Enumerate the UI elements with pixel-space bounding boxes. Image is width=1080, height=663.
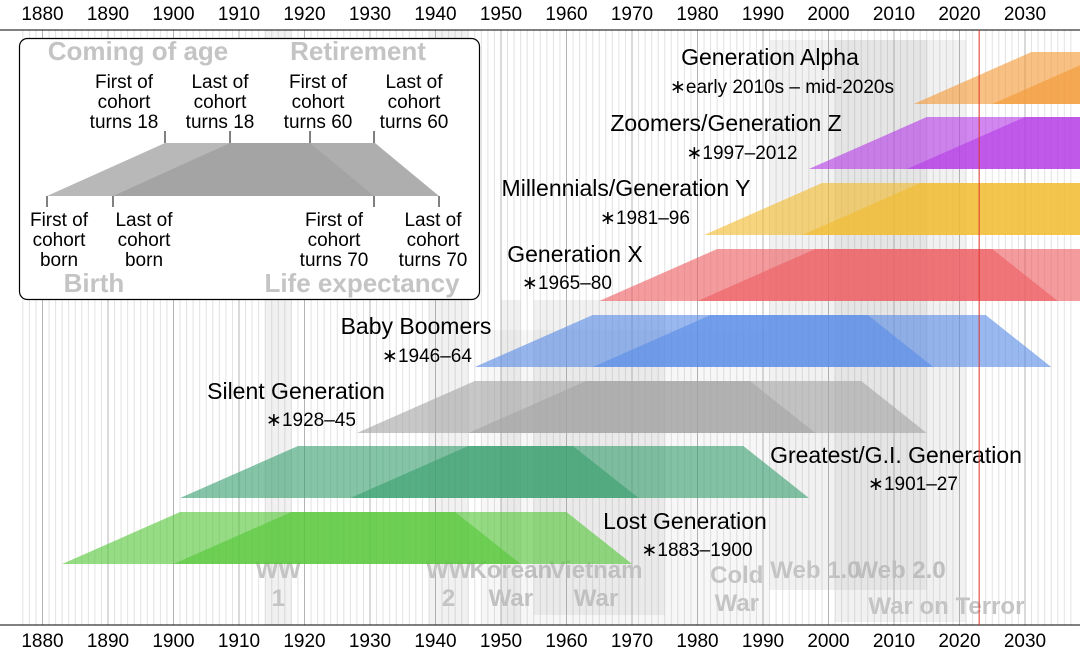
legend-label-first-70: cohort bbox=[308, 230, 362, 251]
legend-label-last-born: cohort bbox=[118, 230, 172, 251]
legend-retirement: Retirement bbox=[290, 36, 426, 66]
bottom-tick-label-2000: 2000 bbox=[807, 631, 849, 652]
bottom-tick-label-2020: 2020 bbox=[938, 631, 980, 652]
legend-label-first-70: turns 70 bbox=[300, 250, 369, 271]
top-tick-label-1940: 1940 bbox=[414, 4, 456, 25]
generation-name-silent-generation: Silent Generation bbox=[207, 378, 385, 404]
generation-name-zoomers-generation-z: Zoomers/Generation Z bbox=[610, 110, 841, 136]
generation-years-silent-generation: ∗1928–45 bbox=[266, 410, 356, 431]
generation-name-greatest-g-i-generation: Greatest/G.I. Generation bbox=[770, 442, 1022, 468]
generation-bands bbox=[62, 52, 1080, 564]
generation-years-baby-boomers: ∗1946–64 bbox=[382, 346, 472, 367]
bottom-tick-label-1900: 1900 bbox=[152, 631, 194, 652]
top-tick-label-1960: 1960 bbox=[545, 4, 587, 25]
generation-name-generation-alpha: Generation Alpha bbox=[681, 44, 859, 70]
legend-label-first-18: turns 18 bbox=[90, 112, 159, 133]
band-generation-alpha-last-cohort bbox=[992, 52, 1080, 104]
legend-label-first-18: cohort bbox=[98, 92, 152, 113]
top-tick-label-2030: 2030 bbox=[1004, 4, 1046, 25]
bottom-tick-label-2030: 2030 bbox=[1004, 631, 1046, 652]
year-axes: 1880 1880 1890 1890 1900 1900 1910 1910 1920 1920… bbox=[0, 4, 1080, 652]
generation-name-baby-boomers: Baby Boomers bbox=[341, 313, 492, 339]
top-tick-label-2010: 2010 bbox=[873, 4, 915, 25]
top-tick-label-1880: 1880 bbox=[21, 4, 63, 25]
event-label-ww-2: 2 bbox=[442, 585, 455, 612]
event-label-web-1-0: Web 1.0 bbox=[770, 557, 860, 584]
bottom-tick-label-1950: 1950 bbox=[480, 631, 522, 652]
band-silent-generation-last-cohort bbox=[468, 381, 927, 433]
legend-label-last-60: cohort bbox=[388, 92, 442, 113]
event-label-cold-war: War bbox=[715, 590, 759, 617]
top-tick-label-1990: 1990 bbox=[742, 4, 784, 25]
legend-label-first-70: First of bbox=[305, 210, 364, 231]
legend-label-first-born: born bbox=[40, 250, 78, 271]
band-lost-generation-last-cohort bbox=[173, 512, 632, 564]
top-tick-label-1950: 1950 bbox=[480, 4, 522, 25]
legend-label-first-18: First of bbox=[95, 72, 154, 93]
bottom-tick-label-1940: 1940 bbox=[414, 631, 456, 652]
bottom-tick-label-1960: 1960 bbox=[545, 631, 587, 652]
bottom-tick-label-1930: 1930 bbox=[349, 631, 391, 652]
event-label-web-2-0: Web 2.0 bbox=[855, 557, 945, 584]
legend-label-last-60: Last of bbox=[385, 72, 443, 93]
legend-label-last-18: cohort bbox=[194, 92, 248, 113]
top-tick-label-1930: 1930 bbox=[349, 4, 391, 25]
legend-label-first-60: cohort bbox=[292, 92, 346, 113]
legend-label-last-born: Last of bbox=[115, 210, 173, 231]
top-tick-label-2000: 2000 bbox=[807, 4, 849, 25]
legend-label-last-70: Last of bbox=[404, 210, 462, 231]
generation-years-generation-x: ∗1965–80 bbox=[522, 273, 612, 294]
band-generation-x-last-cohort bbox=[697, 249, 1080, 301]
top-tick-label-1900: 1900 bbox=[152, 4, 194, 25]
top-tick-label-1970: 1970 bbox=[611, 4, 653, 25]
generation-name-lost-generation: Lost Generation bbox=[603, 508, 767, 534]
bottom-tick-label-1990: 1990 bbox=[742, 631, 784, 652]
legend-label-last-18: turns 18 bbox=[186, 112, 255, 133]
band-zoomers-generation-z-last-cohort bbox=[907, 117, 1080, 169]
top-tick-label-1980: 1980 bbox=[676, 4, 718, 25]
bottom-tick-label-1980: 1980 bbox=[676, 631, 718, 652]
generation-years-zoomers-generation-z: ∗1997–2012 bbox=[686, 143, 797, 164]
top-tick-label-1890: 1890 bbox=[87, 4, 129, 25]
band-baby-boomers-last-cohort bbox=[592, 315, 1052, 367]
legend-label-last-70: turns 70 bbox=[399, 250, 468, 271]
bottom-tick-label-1970: 1970 bbox=[611, 631, 653, 652]
legend-shape-last-cohort bbox=[113, 143, 439, 196]
event-label-vietnam-war: War bbox=[574, 585, 618, 612]
legend-label-last-60: turns 60 bbox=[380, 112, 449, 133]
legend-life-expectancy: Life expectancy bbox=[264, 268, 460, 298]
event-label-ww-1: 1 bbox=[272, 585, 285, 612]
legend-label-last-70: cohort bbox=[407, 230, 461, 251]
event-label-war-on-terror: War on Terror bbox=[868, 593, 1024, 620]
event-label-cold-war: Cold bbox=[710, 562, 763, 589]
bottom-tick-label-2010: 2010 bbox=[873, 631, 915, 652]
generation-years-millennials-generation-y: ∗1981–96 bbox=[600, 208, 690, 229]
legend-birth: Birth bbox=[64, 268, 125, 298]
event-label-korean-war: War bbox=[489, 585, 533, 612]
band-millennials-generation-y-last-cohort bbox=[802, 183, 1080, 235]
bottom-tick-label-1880: 1880 bbox=[21, 631, 63, 652]
generation-years-greatest-g-i-generation: ∗1901–27 bbox=[868, 474, 958, 495]
generation-name-millennials-generation-y: Millennials/Generation Y bbox=[502, 175, 751, 201]
legend-label-first-born: First of bbox=[30, 210, 89, 231]
top-tick-label-1920: 1920 bbox=[283, 4, 325, 25]
generation-labels: Lost Generation ∗1883–1900 Greatest/G.I. G… bbox=[207, 44, 1022, 561]
bottom-tick-label-1910: 1910 bbox=[218, 631, 260, 652]
band-greatest-g-i-generation-last-cohort bbox=[350, 446, 809, 498]
legend-label-first-60: First of bbox=[289, 72, 348, 93]
legend-label-first-born: cohort bbox=[33, 230, 87, 251]
generation-years-lost-generation: ∗1883–1900 bbox=[641, 540, 752, 561]
legend-box: Coming of age Retirement Birth Life expecta… bbox=[18, 36, 481, 301]
bottom-tick-label-1920: 1920 bbox=[283, 631, 325, 652]
top-tick-label-1910: 1910 bbox=[218, 4, 260, 25]
generation-years-generation-alpha: ∗early 2010s – mid-2020s bbox=[670, 77, 894, 98]
generation-name-generation-x: Generation X bbox=[507, 241, 643, 267]
legend-label-first-60: turns 60 bbox=[284, 112, 353, 133]
legend-label-last-born: born bbox=[125, 250, 163, 271]
bottom-tick-label-1890: 1890 bbox=[87, 631, 129, 652]
legend-coming-of-age: Coming of age bbox=[48, 36, 229, 66]
legend-label-last-18: Last of bbox=[191, 72, 249, 93]
top-tick-label-2020: 2020 bbox=[938, 4, 980, 25]
